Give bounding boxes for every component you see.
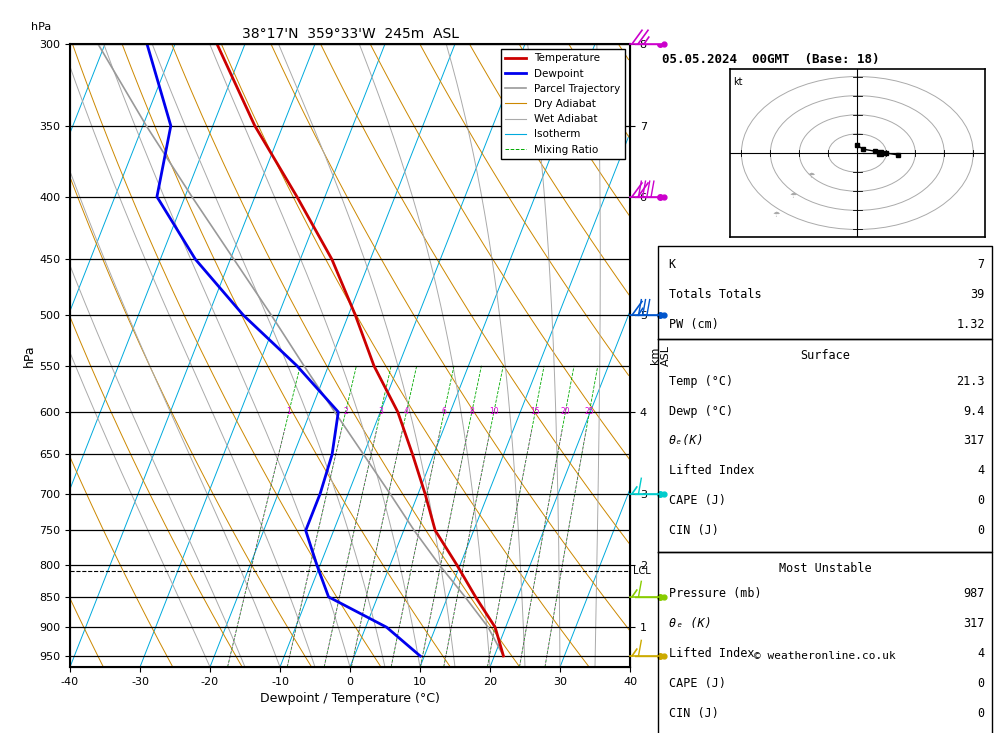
Text: 4: 4 [978, 647, 985, 660]
X-axis label: Dewpoint / Temperature (°C): Dewpoint / Temperature (°C) [260, 692, 440, 705]
Text: Lifted Index: Lifted Index [669, 465, 754, 477]
Text: 0: 0 [978, 677, 985, 690]
Title: 38°17'N  359°33'W  245m  ASL: 38°17'N 359°33'W 245m ASL [242, 27, 459, 42]
Text: 8: 8 [469, 408, 474, 416]
Text: 15: 15 [530, 408, 540, 416]
Text: 0: 0 [978, 707, 985, 720]
Text: 1.32: 1.32 [956, 317, 985, 331]
Text: θₑ(K): θₑ(K) [669, 435, 704, 447]
Text: Temp (°C): Temp (°C) [669, 375, 733, 388]
Text: ☂: ☂ [772, 210, 780, 218]
Text: © weatheronline.co.uk: © weatheronline.co.uk [754, 651, 896, 661]
Text: 9.4: 9.4 [963, 405, 985, 418]
Text: 25: 25 [585, 408, 594, 416]
Text: 4: 4 [404, 408, 409, 416]
Text: 1: 1 [287, 408, 291, 416]
Text: CIN (J): CIN (J) [669, 524, 718, 537]
Text: ☂: ☂ [790, 191, 797, 199]
Text: θₑ (K): θₑ (K) [669, 617, 711, 630]
Text: K: K [669, 258, 676, 271]
Text: Totals Totals: Totals Totals [669, 288, 761, 301]
Text: Dewp (°C): Dewp (°C) [669, 405, 733, 418]
Text: 21.3: 21.3 [956, 375, 985, 388]
Y-axis label: hPa: hPa [23, 345, 36, 366]
Text: Most Unstable: Most Unstable [779, 561, 871, 575]
Text: 6: 6 [442, 408, 447, 416]
Text: 7: 7 [978, 258, 985, 271]
Text: 2: 2 [343, 408, 348, 416]
Text: ☂: ☂ [807, 172, 815, 180]
Text: CAPE (J): CAPE (J) [669, 677, 726, 690]
Y-axis label: km
ASL: km ASL [650, 345, 671, 366]
Text: Pressure (mb): Pressure (mb) [669, 587, 761, 600]
Text: CAPE (J): CAPE (J) [669, 494, 726, 507]
Text: 3: 3 [378, 408, 383, 416]
Text: Lifted Index: Lifted Index [669, 647, 754, 660]
Legend: Temperature, Dewpoint, Parcel Trajectory, Dry Adiabat, Wet Adiabat, Isotherm, Mi: Temperature, Dewpoint, Parcel Trajectory… [501, 49, 625, 159]
Text: 317: 317 [963, 435, 985, 447]
Text: PW (cm): PW (cm) [669, 317, 718, 331]
Text: 0: 0 [978, 524, 985, 537]
Text: kt: kt [733, 76, 742, 86]
Text: 4: 4 [978, 465, 985, 477]
Text: hPa: hPa [31, 21, 51, 32]
Text: 20: 20 [561, 408, 570, 416]
Text: 39: 39 [971, 288, 985, 301]
Text: 987: 987 [963, 587, 985, 600]
Text: 10: 10 [489, 408, 499, 416]
Text: CIN (J): CIN (J) [669, 707, 718, 720]
Text: Surface: Surface [800, 349, 850, 362]
Text: 0: 0 [978, 494, 985, 507]
Text: 05.05.2024  00GMT  (Base: 18): 05.05.2024 00GMT (Base: 18) [662, 54, 879, 66]
Text: 317: 317 [963, 617, 985, 630]
Text: LCL: LCL [633, 567, 651, 576]
